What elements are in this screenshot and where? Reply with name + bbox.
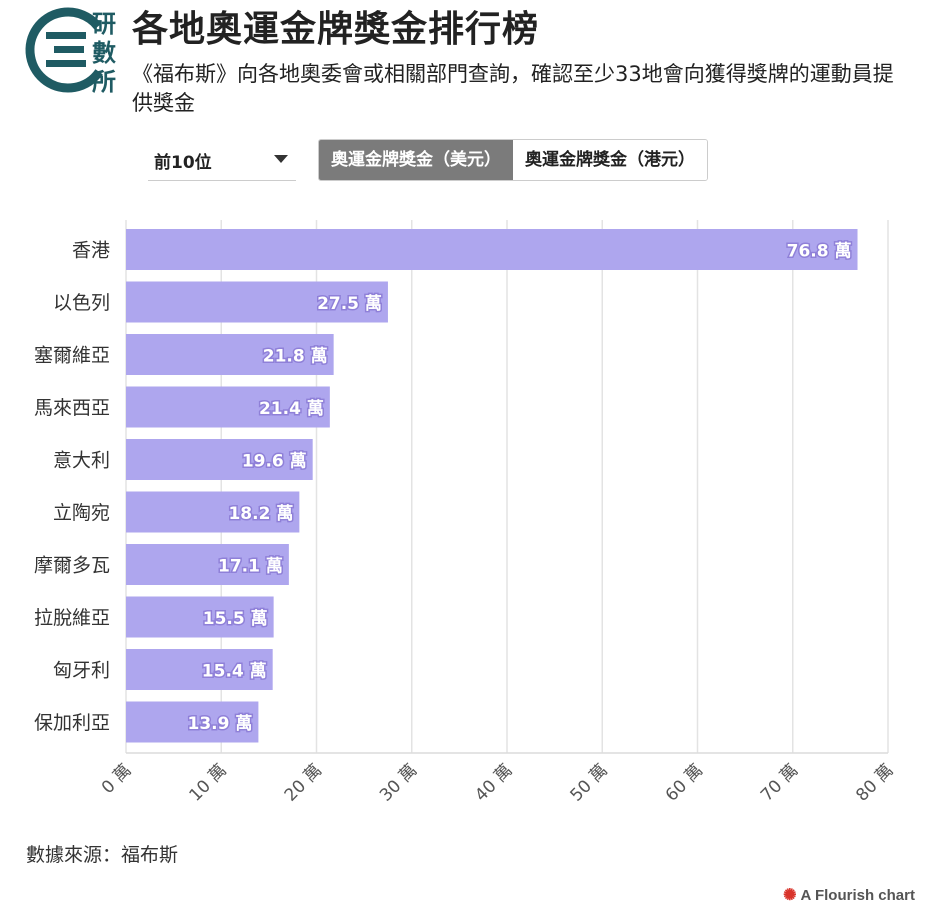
category-label: 意大利 — [53, 450, 110, 472]
bar — [126, 491, 300, 533]
category-label: 塞爾維亞 — [34, 345, 110, 367]
category-label: 摩爾多瓦 — [34, 555, 110, 577]
bar — [126, 544, 289, 585]
bar — [126, 439, 313, 480]
bar — [126, 596, 274, 638]
value-label: 18.2 萬 — [228, 503, 293, 524]
x-tick-label: 60 萬 — [662, 760, 707, 805]
value-label: 76.8 萬 — [787, 241, 852, 262]
value-label: 15.4 萬 — [202, 661, 267, 682]
data-source: 數據來源：福布斯 — [26, 844, 179, 866]
category-label: 拉脫維亞 — [34, 607, 110, 629]
flourish-logo-icon: ✺ — [783, 887, 797, 904]
value-label: 13.9 萬 — [188, 713, 253, 734]
category-label: 以色列 — [53, 292, 110, 314]
value-label: 15.5 萬 — [203, 608, 268, 629]
bar — [126, 229, 858, 270]
flourish-credit-link[interactable]: ✺ A Flourish chart — [783, 885, 915, 905]
svg-text:所: 所 — [92, 68, 116, 96]
x-tick-label: 50 萬 — [566, 760, 611, 805]
value-label: 19.6 萬 — [242, 451, 307, 472]
bar — [126, 334, 334, 375]
category-label: 馬來西亞 — [34, 397, 110, 419]
currency-toggle[interactable]: 奧運金牌獎金（美元） 奧運金牌獎金（港元） — [318, 139, 708, 181]
bar-chart: 0 萬 10 萬 20 萬 30 萬 40 萬 50 萬 60 萬 70 萬 80 萬 香港 76.… — [34, 220, 898, 806]
category-label: 香港 — [72, 240, 110, 262]
top-n-dropdown[interactable]: 前10位 — [148, 140, 296, 181]
category-label: 立陶宛 — [53, 502, 110, 524]
x-tick-label: 70 萬 — [757, 760, 802, 805]
bar — [126, 649, 273, 690]
value-label: 27.5 萬 — [317, 293, 382, 314]
logo: 研 數 所 — [25, 7, 116, 96]
x-tick-label: 80 萬 — [852, 760, 897, 805]
bar — [126, 386, 330, 428]
value-label: 21.4 萬 — [259, 398, 324, 419]
svg-text:研: 研 — [92, 10, 116, 38]
toggle-usd-button[interactable]: 奧運金牌獎金（美元） — [319, 140, 513, 180]
chart-title: 各地奧運金牌獎金排行榜 — [132, 9, 540, 50]
x-tick-label: 30 萬 — [376, 760, 421, 805]
x-tick-label: 10 萬 — [185, 760, 230, 805]
x-tick-label: 40 萬 — [471, 760, 516, 805]
bar — [126, 701, 259, 743]
dropdown-value: 前10位 — [154, 153, 212, 173]
category-label: 匈牙利 — [53, 660, 110, 682]
credit-text: A Flourish chart — [800, 886, 915, 904]
chevron-down-icon — [274, 155, 288, 163]
toggle-hkd-button[interactable]: 奧運金牌獎金（港元） — [513, 140, 707, 180]
value-label: 21.8 萬 — [263, 346, 328, 367]
category-label: 保加利亞 — [34, 712, 110, 734]
x-tick-label: 20 萬 — [281, 760, 326, 805]
bar — [126, 281, 388, 323]
value-label: 17.1 萬 — [218, 556, 283, 577]
svg-text:數: 數 — [92, 39, 116, 67]
chart-subtitle: 《福布斯》向各地奧委會或相關部門查詢，確認至少33地會向獲得獎牌的運動員提供獎金 — [132, 62, 894, 115]
x-tick-label: 0 萬 — [98, 760, 136, 798]
